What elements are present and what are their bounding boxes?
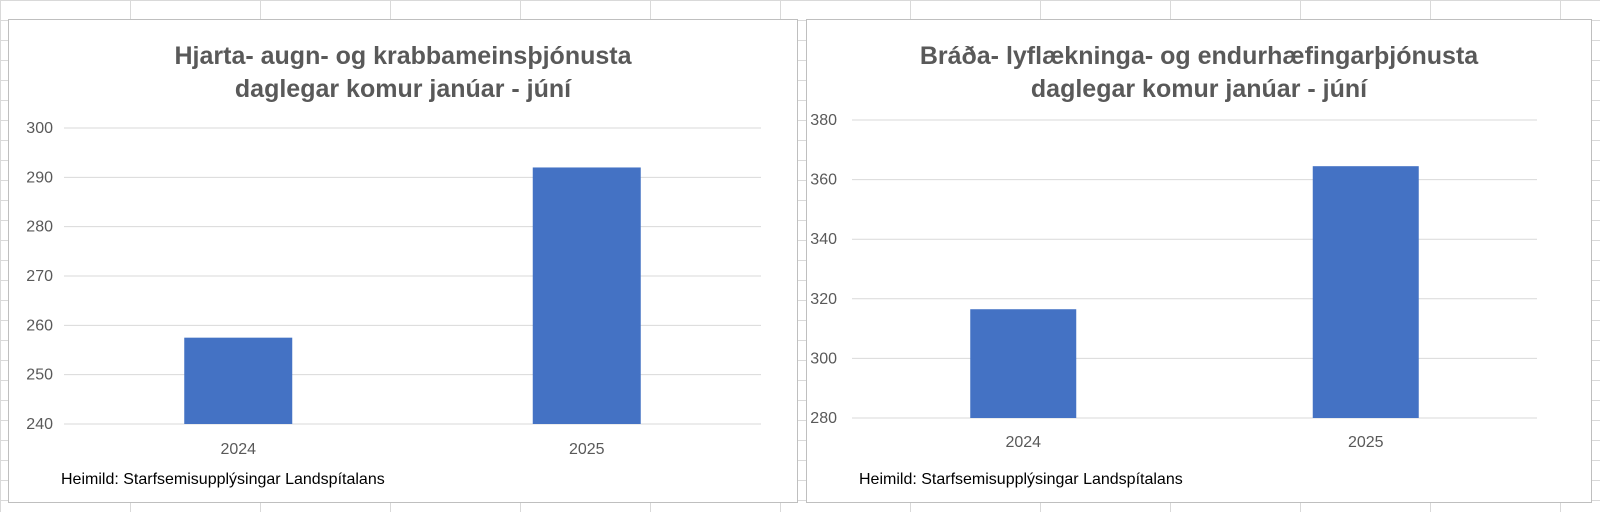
y-tick-label: 360 [810,172,837,189]
y-tick-label: 300 [810,350,837,367]
chart-title: Hjarta- augn- og krabbameinsþjónusta dag… [9,40,797,106]
chart-plot-area: 240 250 260 270 280 290 300 2024 2025 [26,120,761,458]
x-tick-label: 2025 [1348,434,1384,451]
y-tick-label: 260 [26,317,53,334]
bar-2025 [1312,166,1419,418]
chart-title-line-2: daglegar komur janúar - júní [234,75,572,103]
chart-plot-area: 280 300 320 340 360 380 2024 2025 [810,112,1537,451]
chart-title-line-2: daglegar komur janúar - júní [1030,75,1368,103]
y-tick-label: 290 [26,169,53,186]
chart-title: Bráða- lyflækninga- og endurhæfingarþjón… [807,40,1591,106]
y-tick-label: 280 [810,410,837,427]
x-tick-label: 2025 [569,441,605,458]
y-tick-label: 380 [810,112,837,129]
y-tick-label: 250 [26,367,53,384]
y-tick-label: 300 [26,120,53,137]
chart-panel-right[interactable]: Bráða- lyflækninga- og endurhæfingarþjón… [806,19,1592,503]
bar-2024 [970,309,1077,418]
x-tick-label: 2024 [1005,434,1041,451]
bar-2025 [532,167,641,424]
source-note: Heimild: Starfsemisupplýsingar Landspíta… [859,471,1183,488]
source-note: Heimild: Starfsemisupplýsingar Landspíta… [61,471,385,488]
bar-2024 [184,337,293,424]
y-tick-label: 340 [810,231,837,248]
x-tick-label: 2024 [220,441,256,458]
y-tick-label: 320 [810,291,837,308]
chart-panel-left[interactable]: Hjarta- augn- og krabbameinsþjónusta dag… [8,19,798,503]
y-tick-label: 280 [26,219,53,236]
chart-title-line-1: Hjarta- augn- og krabbameinsþjónusta [174,42,632,70]
y-tick-label: 270 [26,268,53,285]
y-tick-label: 240 [26,416,53,433]
chart-title-line-1: Bráða- lyflækninga- og endurhæfingarþjón… [919,42,1479,70]
